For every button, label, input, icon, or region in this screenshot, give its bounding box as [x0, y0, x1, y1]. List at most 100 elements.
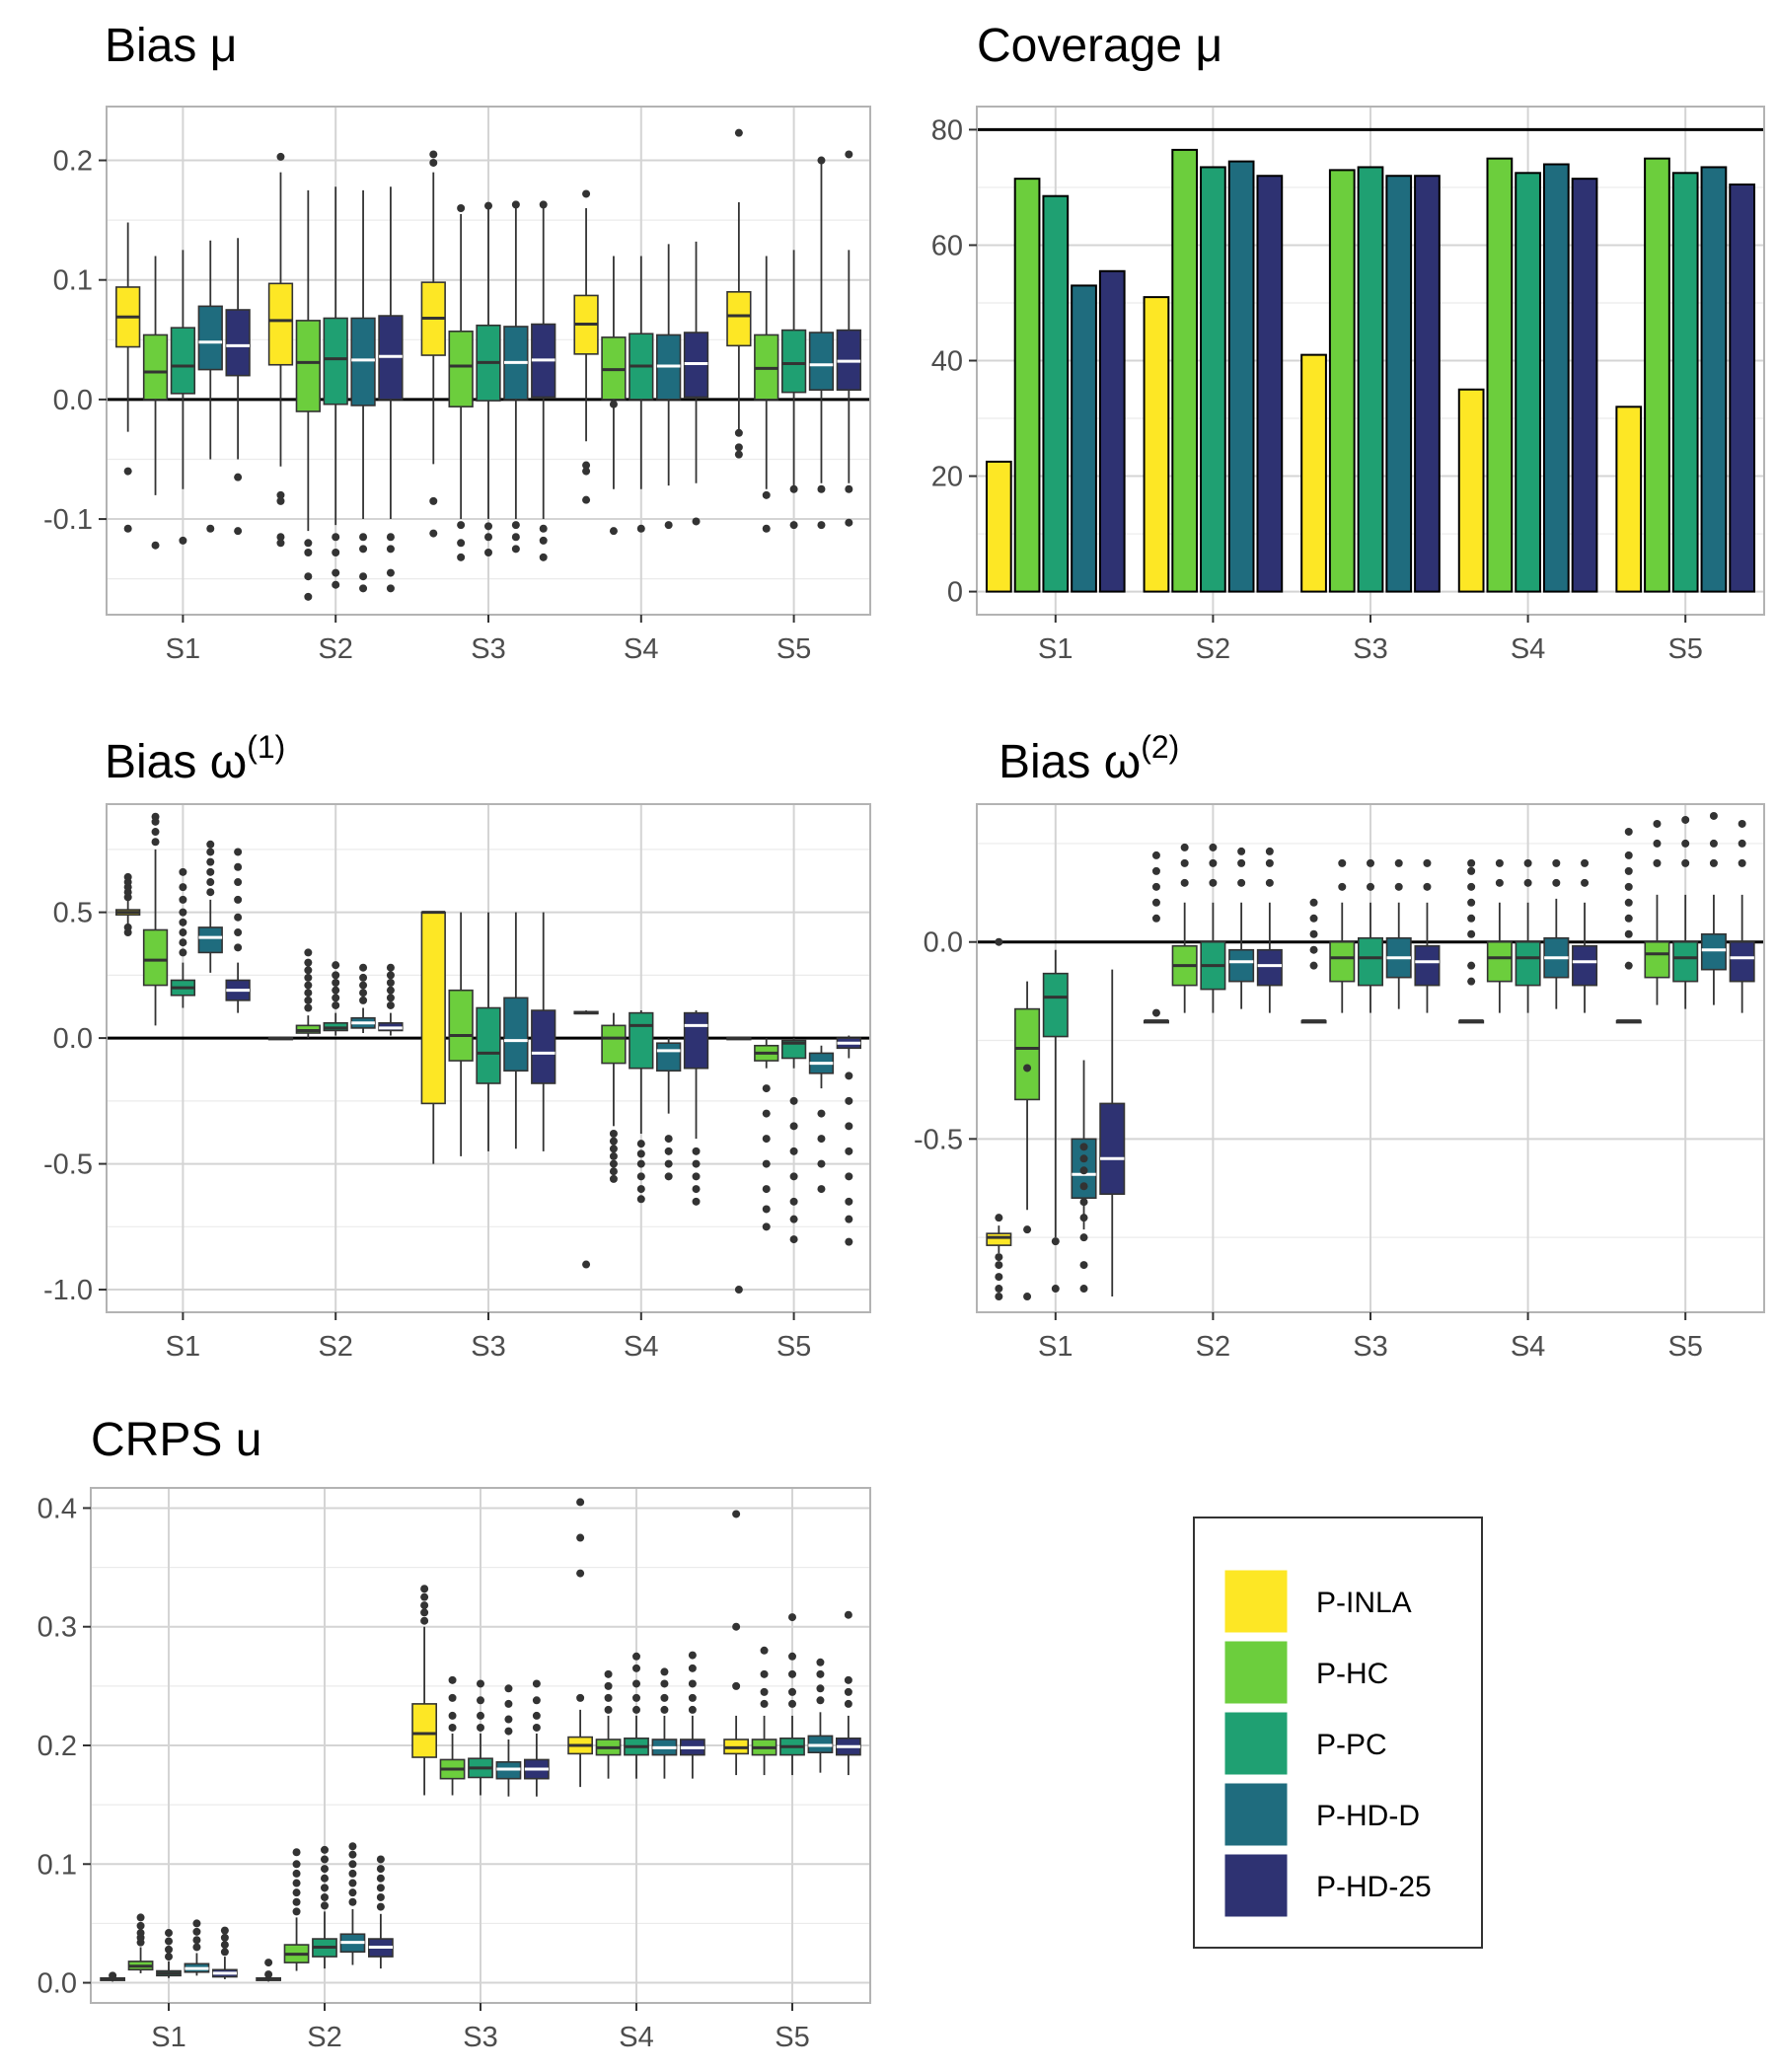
outlier-point — [1309, 898, 1318, 907]
x-tick-label: S1 — [1038, 633, 1073, 665]
outlier-point — [511, 533, 520, 542]
panel-title: CRPS u — [91, 1414, 261, 1466]
outlier-point — [276, 533, 285, 542]
outlier-point — [386, 568, 395, 577]
outlier-point — [220, 1926, 229, 1935]
outlier-point — [304, 958, 313, 967]
outlier-point — [1681, 839, 1690, 848]
outlier-point — [1467, 898, 1476, 907]
outlier-point — [457, 204, 466, 212]
outlier-point — [321, 1855, 329, 1864]
outlier-point — [165, 1937, 173, 1946]
outlier-point — [348, 1842, 357, 1851]
bar-p-hd-25-s5 — [1729, 184, 1756, 593]
outlier-point — [359, 584, 368, 593]
outlier-point — [1338, 858, 1347, 867]
outlier-point — [609, 1174, 618, 1183]
outlier-point — [995, 937, 1003, 946]
bar-p-inla-s4 — [1457, 388, 1485, 593]
box-p-hd-25-s2 — [378, 963, 404, 1036]
x-tick-label: S3 — [471, 633, 505, 665]
outlier-point — [845, 484, 853, 493]
bar-p-hd-d-s5 — [1700, 166, 1728, 593]
outlier-point — [321, 1901, 329, 1910]
outlier-point — [206, 867, 215, 876]
y-tick-label: 0.2 — [53, 146, 93, 178]
box-p-hd-25-s4 — [683, 241, 709, 526]
outlier-point — [1467, 866, 1476, 875]
box-p-hd-d-s1 — [184, 1919, 210, 1976]
box-p-hd-25-s4 — [679, 1651, 705, 1779]
box-p-hc-s5 — [754, 256, 779, 533]
outlier-point — [429, 529, 438, 538]
outlier-point — [762, 490, 771, 499]
outlier-point — [632, 1664, 640, 1672]
outlier-point — [664, 521, 673, 530]
outlier-point — [206, 840, 215, 849]
panel-title: Bias ω(1) — [105, 729, 285, 788]
outlier-point — [192, 1943, 201, 1952]
legend: P-INLA P-HC P-PC P-HD-D P-HD-25 — [1193, 1517, 1483, 1949]
box-p-hd-25-s2 — [367, 1855, 394, 1969]
box-p-hc-s5 — [751, 1646, 777, 1776]
outlier-point — [609, 1129, 618, 1138]
outlier-point — [332, 994, 340, 1002]
outlier-point — [179, 928, 187, 937]
outlier-point — [123, 524, 132, 533]
bar-p-hd-d-s1 — [1071, 284, 1097, 593]
box-p-hd-d-s2 — [339, 1842, 366, 1965]
box-body — [1700, 932, 1727, 971]
outlier-point — [304, 989, 313, 998]
bar-p-hd-25-s4 — [1571, 178, 1598, 593]
box-p-hc-s4 — [601, 1012, 627, 1183]
legend-label-p-inla: P-INLA — [1316, 1587, 1412, 1619]
outlier-point — [321, 1874, 329, 1883]
y-tick-label: 0.1 — [37, 1849, 77, 1881]
outlier-point — [206, 857, 215, 866]
outlier-point — [1624, 866, 1633, 875]
outlier-point — [386, 545, 395, 554]
outlier-point — [789, 1215, 798, 1223]
outlier-point — [539, 200, 548, 209]
box-p-pc-s1 — [1042, 949, 1069, 1294]
outlier-point — [359, 963, 368, 972]
outlier-point — [789, 521, 798, 530]
outlier-point — [292, 1860, 301, 1869]
outlier-point — [448, 1693, 457, 1702]
x-tick-label: S2 — [318, 633, 352, 665]
box-p-inla-s2 — [267, 152, 294, 548]
outlier-point — [376, 1902, 385, 1911]
outlier-point — [1309, 929, 1318, 938]
outlier-point — [762, 1135, 771, 1144]
panel-title-main: Bias ω — [999, 736, 1141, 788]
outlier-point — [844, 1699, 852, 1708]
y-tick-label: 0 — [947, 577, 963, 609]
outlier-point — [1738, 819, 1746, 828]
box-p-inla-s1 — [100, 1971, 126, 1982]
panels: -0.1 0.0 0.1 0.2 S1 S2 S3 S4 S5 Bias μ 0 20 40 60 80 S1… — [37, 20, 1765, 2053]
outlier-point — [420, 1608, 429, 1617]
outlier-point — [386, 971, 395, 980]
panel-title-main: Bias ω — [105, 736, 247, 788]
box-body — [1572, 944, 1598, 987]
outlier-point — [845, 1122, 853, 1131]
box-p-hd-d-s2 — [350, 963, 376, 1034]
outlier-point — [504, 1715, 513, 1724]
outlier-point — [234, 943, 243, 952]
outlier-point — [386, 986, 395, 995]
outlier-point — [762, 1109, 771, 1118]
outlier-point — [789, 1122, 798, 1131]
x-tick-label: S2 — [307, 2022, 341, 2053]
outlier-point — [477, 1696, 484, 1705]
outlier-point — [1265, 847, 1274, 855]
outlier-point — [276, 490, 285, 499]
box-p-hd-25-s2 — [378, 186, 404, 593]
outlier-point — [762, 1222, 771, 1231]
outlier-point — [457, 553, 466, 561]
y-tick-label: 0.5 — [53, 898, 93, 929]
box-p-pc-s4 — [629, 256, 654, 533]
box-p-pc-s5 — [780, 250, 807, 530]
x-tick-label: S5 — [775, 2022, 809, 2053]
outlier-point — [348, 1879, 357, 1887]
bar-p-hd-d-s2 — [1227, 160, 1255, 593]
